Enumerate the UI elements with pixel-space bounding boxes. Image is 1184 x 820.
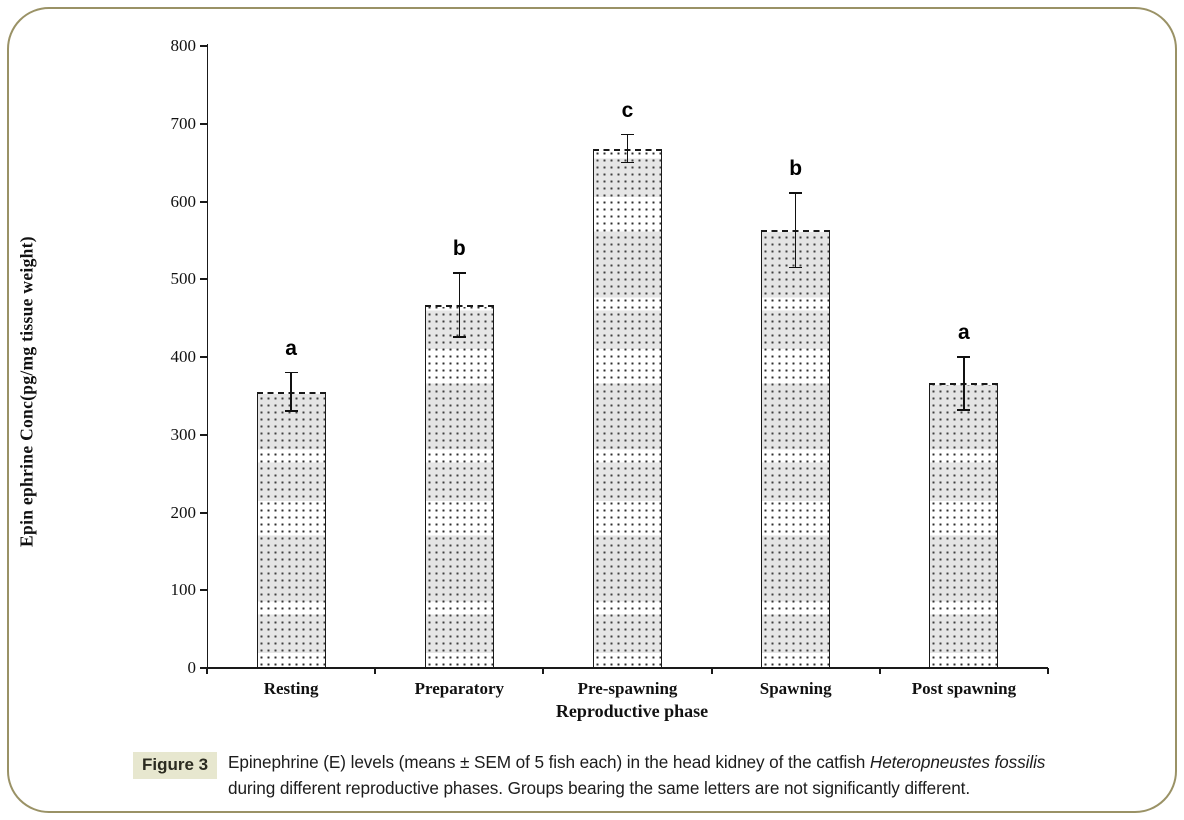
error-bar-line bbox=[794, 192, 797, 268]
significance-letter: b bbox=[789, 156, 803, 180]
bar-pre-spawning bbox=[593, 148, 662, 668]
y-tick bbox=[200, 356, 207, 358]
category-label: Preparatory bbox=[414, 679, 504, 698]
x-tick bbox=[206, 668, 208, 674]
bar-fill-pattern bbox=[425, 306, 493, 667]
category-label: Spawning bbox=[759, 679, 832, 698]
y-tick bbox=[200, 278, 207, 281]
x-tick bbox=[374, 668, 377, 674]
y-tick-label: 300 bbox=[170, 424, 197, 444]
bar-resting bbox=[256, 391, 326, 668]
y-tick-label: 100 bbox=[170, 580, 197, 600]
bar-fill-pattern bbox=[762, 232, 830, 667]
x-axis-title: Reproductive phase bbox=[555, 701, 709, 721]
error-bar-line bbox=[626, 134, 629, 163]
y-tick-label: 600 bbox=[170, 191, 197, 211]
error-bar-top-cap bbox=[452, 272, 466, 274]
y-tick bbox=[200, 433, 207, 436]
error-bar-top-cap bbox=[957, 356, 971, 358]
y-tick-label: 700 bbox=[170, 113, 197, 133]
error-bar-top-cap bbox=[621, 133, 634, 136]
error-bar-line bbox=[290, 372, 292, 412]
significance-letter: a bbox=[958, 321, 970, 344]
error-bar-bottom-cap bbox=[957, 408, 971, 411]
error-bar-top-cap bbox=[789, 191, 803, 194]
caption-text-part1: Epinephrine (E) levels (means ± SEM of 5… bbox=[228, 752, 870, 772]
significance-letter: a bbox=[285, 336, 297, 360]
y-tick-label: 0 bbox=[187, 658, 197, 677]
error-bar-line bbox=[963, 357, 965, 410]
bar-preparatory bbox=[424, 304, 494, 668]
y-tick-label: 400 bbox=[170, 347, 197, 366]
error-bar-bottom-cap bbox=[789, 266, 803, 269]
caption-species-italic: Heteropneustes fossilis bbox=[869, 752, 1046, 772]
error-bar-line bbox=[458, 273, 461, 337]
error-bar-bottom-cap bbox=[452, 335, 466, 338]
y-tick-label: 800 bbox=[170, 36, 197, 55]
error-bar-bottom-cap bbox=[284, 410, 298, 413]
caption-text: Epinephrine (E) levels (means ± SEM of 5… bbox=[228, 749, 1073, 801]
bar-chart: Epin ephrine Conc(pg/mg tissue weight) 0… bbox=[16, 36, 1049, 721]
error-bar-bottom-cap bbox=[621, 161, 634, 164]
y-tick bbox=[200, 122, 207, 125]
bar-post-spawning bbox=[929, 383, 999, 668]
y-tick bbox=[200, 45, 207, 47]
x-tick bbox=[878, 668, 881, 674]
category-label: Pre-spawning bbox=[577, 679, 678, 698]
bar-spawning bbox=[761, 230, 831, 668]
x-tick bbox=[542, 668, 545, 674]
y-tick bbox=[200, 200, 207, 203]
y-tick bbox=[200, 667, 207, 669]
y-tick bbox=[200, 511, 207, 514]
y-tick-label: 500 bbox=[170, 269, 197, 289]
figure-label-badge: Figure 3 bbox=[133, 752, 218, 779]
x-tick bbox=[710, 668, 713, 674]
error-bar-top-cap bbox=[284, 371, 298, 374]
bar-fill-pattern bbox=[257, 393, 325, 667]
bar-fill-pattern bbox=[594, 150, 661, 667]
y-axis-title: Epin ephrine Conc(pg/mg tissue weight) bbox=[16, 236, 37, 547]
x-tick bbox=[1047, 668, 1049, 674]
caption-text-part2: during different reproductive phases. Gr… bbox=[228, 778, 971, 798]
category-label: Post spawning bbox=[911, 679, 1017, 698]
y-axis-line bbox=[206, 44, 209, 669]
y-tick-label: 200 bbox=[170, 502, 197, 522]
significance-letter: b bbox=[452, 237, 466, 261]
category-label: Resting bbox=[263, 679, 319, 698]
y-tick bbox=[200, 589, 207, 592]
bar-fill-pattern bbox=[930, 385, 998, 667]
significance-letter: c bbox=[621, 98, 634, 122]
